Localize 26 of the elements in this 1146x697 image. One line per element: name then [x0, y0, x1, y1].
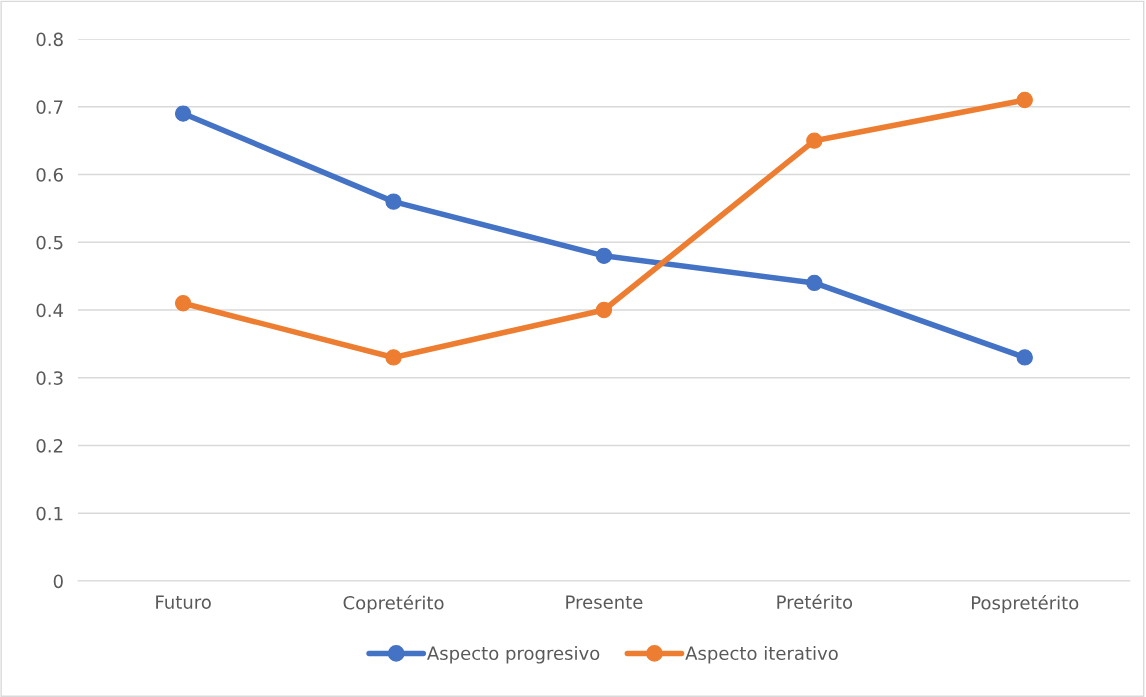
y-tick-label: 0.6 [36, 167, 63, 182]
x-tick-label: Futuro [156, 595, 211, 609]
x-tick-label: Pretérito [777, 594, 853, 609]
point [385, 193, 402, 210]
legend-label: Aspecto progresivo [427, 646, 600, 664]
y-tick-label: 0.4 [36, 303, 64, 318]
point [595, 301, 613, 319]
point [385, 349, 402, 366]
x-tick-label: Copretérito [343, 594, 444, 614]
y-tick-label: 0.1 [36, 506, 63, 521]
y-tick-label: 0.8 [36, 32, 63, 47]
point [806, 274, 823, 292]
y-tick-label: 0 [53, 574, 63, 589]
point [1016, 91, 1033, 109]
point [595, 247, 613, 264]
y-tick-label: 0.3 [36, 371, 63, 385]
y-tick-label: 0.5 [36, 235, 63, 250]
point [1016, 349, 1033, 366]
y-tick-label: 0.2 [36, 438, 63, 453]
x-tick-label: Pospretérito [972, 594, 1079, 614]
x-tick-label: Presente [566, 595, 643, 609]
legend-label: Aspecto iterativo [685, 646, 838, 664]
point [806, 132, 823, 149]
y-tick-label: 0.7 [36, 100, 63, 114]
point [174, 295, 192, 312]
point [174, 105, 192, 122]
